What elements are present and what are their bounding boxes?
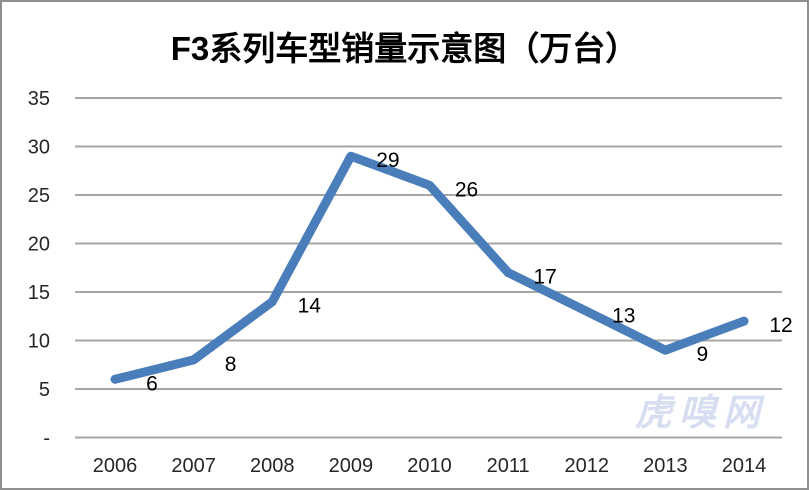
x-tick-label: 2008	[250, 455, 295, 477]
x-tick-label: 2007	[171, 455, 216, 477]
chart-title: F3系列车型销量示意图（万台）	[170, 30, 639, 67]
y-tick-label: 20	[28, 234, 50, 256]
sales-line	[110, 151, 749, 384]
y-tick-label: 10	[28, 331, 50, 353]
data-label: 29	[376, 149, 399, 172]
x-tick-label: 2011	[487, 455, 530, 477]
data-label: 12	[769, 314, 792, 337]
data-label: 13	[612, 304, 635, 327]
x-tick-label: 2013	[643, 455, 688, 477]
y-tick-label: 35	[28, 88, 50, 110]
data-label: 8	[225, 353, 237, 376]
y-tick-label: 5	[39, 379, 50, 401]
data-label: 26	[455, 178, 478, 201]
y-tick-label: 25	[28, 185, 50, 207]
x-tick-label: 2012	[565, 455, 610, 477]
x-tick-label: 2010	[407, 455, 452, 477]
data-label: 17	[533, 266, 556, 289]
x-tick-label: 2006	[93, 455, 138, 477]
y-tick-label: 15	[28, 282, 50, 304]
x-tick-label: 2009	[329, 455, 374, 477]
x-tick-label: 2014	[722, 455, 767, 477]
data-label: 6	[146, 372, 158, 395]
y-tick-label: -	[43, 428, 50, 450]
y-tick-label: 30	[28, 137, 50, 159]
data-label: 9	[697, 343, 709, 366]
data-label: 14	[298, 295, 322, 318]
